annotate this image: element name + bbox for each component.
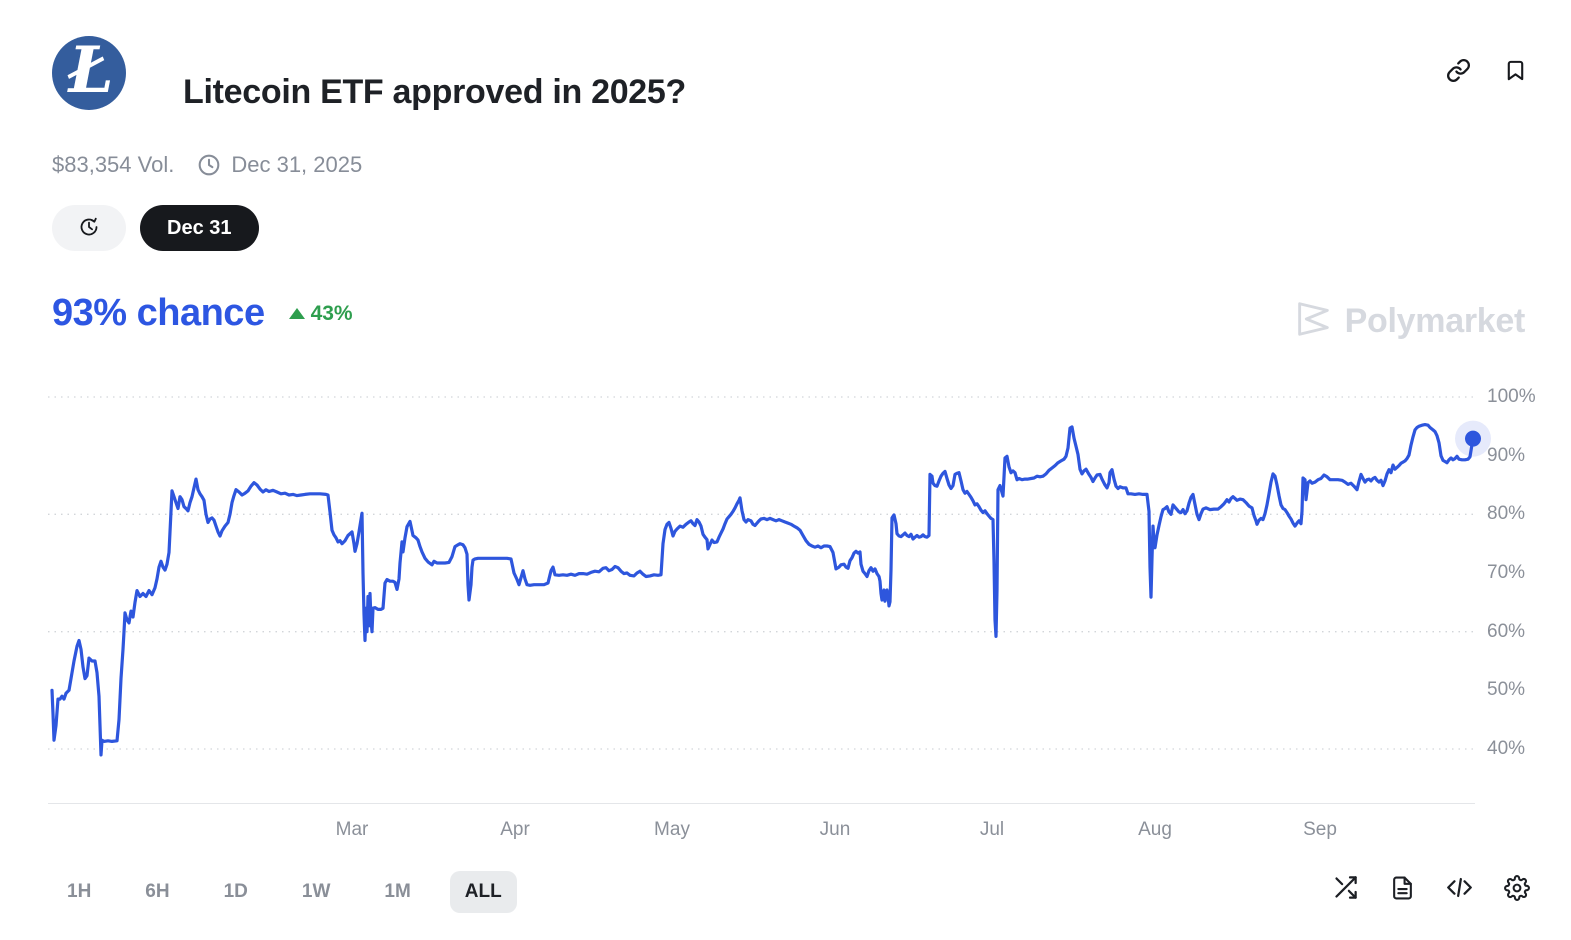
document-icon xyxy=(1390,875,1415,904)
code-icon xyxy=(1446,874,1473,904)
y-axis-label: 80% xyxy=(1487,503,1526,525)
clock-icon xyxy=(196,152,222,178)
settings-icon xyxy=(1504,874,1530,904)
outcome-pill-dec-31[interactable]: Dec 31 xyxy=(140,205,259,251)
chance-change: 43% xyxy=(288,301,353,326)
page-title: Litecoin ETF approved in 2025? xyxy=(183,72,686,111)
chance-row: 93% chance 43% xyxy=(52,292,353,335)
polymarket-wordmark: Polymarket xyxy=(1344,302,1526,340)
range-button-1h[interactable]: 1H xyxy=(52,871,106,913)
x-axis-label-apr: Apr xyxy=(500,819,530,840)
up-triangle-icon xyxy=(288,308,305,319)
x-axis-label-may: May xyxy=(654,819,690,840)
bookmark-button[interactable] xyxy=(1504,58,1527,86)
chance-change-value: 43% xyxy=(310,301,353,325)
chart-tool-buttons xyxy=(1332,874,1530,904)
history-clock-icon xyxy=(77,215,101,242)
x-axis-label-mar: Mar xyxy=(335,819,369,840)
polymarket-watermark: Polymarket xyxy=(1292,298,1525,345)
compare-markets-button[interactable] xyxy=(1332,874,1359,904)
range-button-1m[interactable]: 1M xyxy=(369,871,425,913)
x-axis-label-aug: Aug xyxy=(1138,819,1172,840)
price-line xyxy=(50,423,1475,757)
x-axis-label-jun: Jun xyxy=(819,819,851,840)
x-axis-label-jul: Jul xyxy=(979,819,1005,840)
y-axis-label: 70% xyxy=(1487,562,1526,583)
end-date-text: Dec 31, 2025 xyxy=(231,152,363,177)
x-axis-label-sep: Sep xyxy=(1303,819,1337,840)
shuffle-icon xyxy=(1332,874,1359,904)
embed-code-button[interactable] xyxy=(1446,874,1473,904)
bookmark-icon xyxy=(1504,58,1527,86)
volume-text: $83,354 Vol. xyxy=(52,152,175,177)
range-button-all[interactable]: ALL xyxy=(449,871,517,913)
outcome-pills: Dec 31 xyxy=(52,205,259,251)
y-axis-label: 50% xyxy=(1487,679,1526,701)
y-axis-label: 90% xyxy=(1487,444,1526,466)
link-icon xyxy=(1446,58,1471,86)
settings-button[interactable] xyxy=(1504,874,1530,904)
litecoin-letter: Ł xyxy=(68,36,114,108)
copy-link-button[interactable] xyxy=(1446,58,1471,86)
range-button-1w[interactable]: 1W xyxy=(287,871,346,913)
time-range-buttons: 1H 6H 1D 1W 1M ALL xyxy=(52,871,517,913)
y-axis-label: 60% xyxy=(1487,620,1526,642)
probability-chart[interactable] xyxy=(48,390,1491,802)
current-value-dot xyxy=(1465,430,1481,447)
range-button-6h[interactable]: 6H xyxy=(130,871,184,913)
header-actions xyxy=(1446,58,1527,86)
litecoin-logo: Ł xyxy=(52,36,126,110)
y-axis-label: 40% xyxy=(1487,738,1526,759)
history-pill-button[interactable] xyxy=(52,205,126,251)
y-axis-label: 100% xyxy=(1487,386,1536,407)
rules-document-button[interactable] xyxy=(1390,875,1415,904)
x-axis-line xyxy=(48,803,1475,804)
market-meta: $83,354 Vol. Dec 31, 2025 xyxy=(52,152,362,178)
range-button-1d[interactable]: 1D xyxy=(209,871,263,913)
chance-value: 93% chance xyxy=(52,292,265,334)
polymarket-logo xyxy=(1292,298,1334,345)
